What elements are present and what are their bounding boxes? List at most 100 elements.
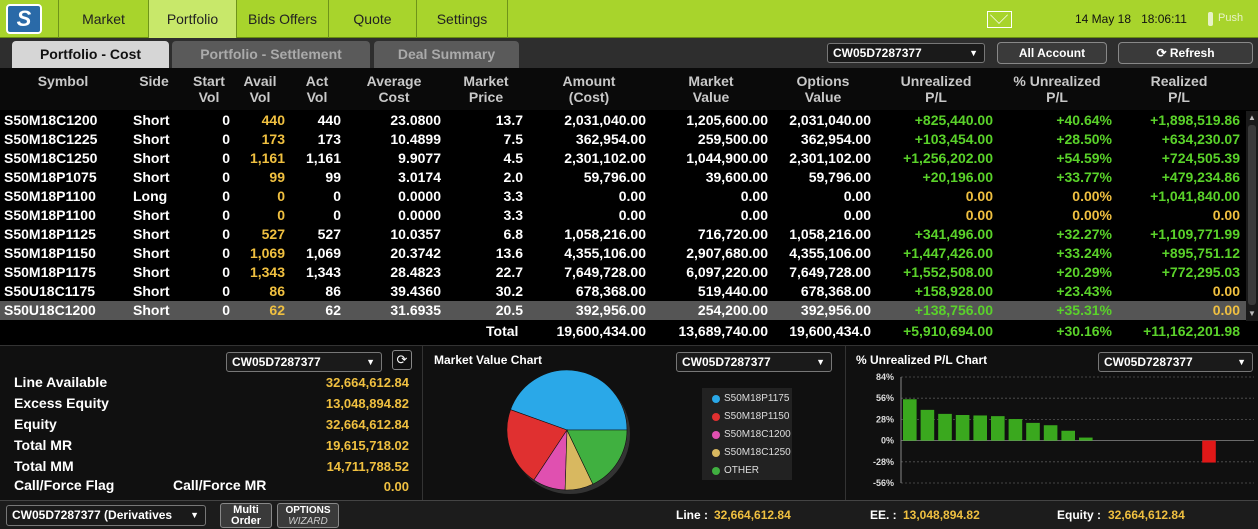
tab-portfolio-cost[interactable]: Portfolio - Cost xyxy=(12,41,169,68)
mv-chart-account-select[interactable]: CW05D7287377 ▼ xyxy=(676,352,832,372)
pl-bar[interactable] xyxy=(903,399,917,441)
all-account-button[interactable]: All Account xyxy=(997,42,1107,64)
pl-bar[interactable] xyxy=(1061,430,1075,441)
column-header[interactable]: Average Cost xyxy=(334,73,454,105)
scrollbar-thumb[interactable] xyxy=(1248,125,1256,305)
pl-bar[interactable] xyxy=(938,413,952,441)
footer-account-select[interactable]: CW05D7287377 (Derivatives ▼ xyxy=(6,505,206,526)
top-nav: S Market Portfolio Bids Offers Quote Set… xyxy=(0,0,1258,38)
column-header[interactable]: Market Price xyxy=(426,73,546,105)
mv-chart-title: Market Value Chart xyxy=(434,353,543,367)
table-cell: S50M18P1100 xyxy=(4,207,96,223)
pl-bar[interactable] xyxy=(973,415,987,441)
table-cell: 0.0000 xyxy=(398,188,441,204)
table-row[interactable]: S50M18C1250 Short 0 1,161 1,161 9.9077 4.5 2,30… xyxy=(0,149,1246,168)
table-cell: Short xyxy=(133,150,170,166)
nav-tab-market[interactable]: Market xyxy=(58,0,148,38)
account-panel-select[interactable]: CW05D7287377 ▼ xyxy=(226,352,382,372)
account-item-value: 19,615,718.02 xyxy=(325,438,409,453)
table-cell: +772,295.03 xyxy=(1161,264,1240,280)
table-cell: 0 xyxy=(222,264,230,280)
account-item-label: Excess Equity xyxy=(14,395,109,411)
table-cell: 0 xyxy=(277,188,285,204)
column-header[interactable]: Avail Vol xyxy=(200,73,320,105)
column-header[interactable]: Realized P/L xyxy=(1119,73,1239,105)
table-cell: 0 xyxy=(222,188,230,204)
column-header[interactable]: Amount (Cost) xyxy=(529,73,649,105)
table-row[interactable]: S50M18P1150 Short 0 1,069 1,069 20.3742 13.6 4,… xyxy=(0,244,1246,263)
nav-tab-portfolio[interactable]: Portfolio xyxy=(148,0,236,38)
account-select[interactable]: CW05D7287377 ▼ xyxy=(827,43,985,63)
pl-bar[interactable] xyxy=(1079,437,1093,441)
table-cell: 0 xyxy=(222,226,230,242)
column-header-line: Vol xyxy=(249,89,271,105)
column-header[interactable]: Side xyxy=(94,73,214,89)
table-cell: 2,031,040.00 xyxy=(564,112,646,128)
table-cell: 20.5 xyxy=(495,302,523,318)
options-wizard-button[interactable]: OPTIONS WIZARD xyxy=(277,503,339,528)
scroll-up-icon[interactable]: ▲ xyxy=(1248,113,1256,122)
pl-bar[interactable] xyxy=(920,409,935,441)
table-cell: 23.0800 xyxy=(390,112,441,128)
table-cell: +20.29% xyxy=(1056,264,1112,280)
total-market-value: 13,689,740.00 xyxy=(678,323,768,339)
table-row[interactable]: S50M18P1100 Long 0 0 0 0.0000 3.3 0.00 0.00 0.00 0… xyxy=(0,187,1246,206)
table-cell: 0 xyxy=(333,207,341,223)
column-header[interactable]: Options Value xyxy=(763,73,883,105)
nav-tab-quote[interactable]: Quote xyxy=(328,0,416,38)
column-header[interactable]: Act Vol xyxy=(257,73,377,105)
table-row[interactable]: S50M18C1200 Short 0 440 440 23.0800 13.7 2,031,… xyxy=(0,111,1246,130)
refresh-button[interactable]: ⟳ Refresh xyxy=(1118,42,1253,64)
table-cell: 2,301,102.00 xyxy=(564,150,646,166)
scroll-down-icon[interactable]: ▼ xyxy=(1248,309,1256,318)
table-row[interactable]: S50M18P1175 Short 0 1,343 1,343 28.4823 22.7 7,… xyxy=(0,263,1246,282)
table-cell: +1,041,840.00 xyxy=(1150,188,1240,204)
nav-tab-settings[interactable]: Settings xyxy=(416,0,508,38)
pl-bar[interactable] xyxy=(955,415,970,441)
table-cell: +28.50% xyxy=(1056,131,1112,147)
column-header[interactable]: Market Value xyxy=(651,73,771,105)
account-refresh-icon[interactable]: ⟳ xyxy=(392,350,412,370)
pl-bar[interactable] xyxy=(1043,425,1058,441)
pl-bar[interactable] xyxy=(1202,440,1216,463)
table-cell: S50M18P1125 xyxy=(4,226,96,242)
nav-tab-bids-offers[interactable]: Bids Offers xyxy=(236,0,328,38)
table-row[interactable]: S50M18C1225 Short 0 173 173 10.4899 7.5 362,954… xyxy=(0,130,1246,149)
column-header[interactable]: Symbol xyxy=(3,73,123,89)
options-wizard-top: OPTIONS xyxy=(285,505,331,516)
mail-icon[interactable] xyxy=(987,11,1012,28)
table-cell: 0 xyxy=(222,283,230,299)
table-cell: 4,355,106.00 xyxy=(789,245,871,261)
table-row[interactable]: S50M18P1075 Short 0 99 99 3.0174 2.0 59,796.00 3… xyxy=(0,168,1246,187)
table-row[interactable]: S50M18P1125 Short 0 527 527 10.0357 6.8 1,058,2… xyxy=(0,225,1246,244)
footer-line-label: Line : xyxy=(676,508,708,522)
table-cell: 0.00 xyxy=(843,207,871,223)
pl-bar[interactable] xyxy=(1026,422,1040,441)
pie-slice[interactable] xyxy=(506,409,568,481)
column-header[interactable]: % Unrealized P/L xyxy=(997,73,1117,105)
pl-bar[interactable] xyxy=(1008,419,1023,441)
table-cell: 678,368.00 xyxy=(800,283,871,299)
column-header[interactable]: Start Vol xyxy=(149,73,269,105)
table-cell: 2.0 xyxy=(503,169,523,185)
column-header-line: Value xyxy=(804,89,842,105)
table-cell: +341,496.00 xyxy=(914,226,993,242)
column-header-line: Price xyxy=(468,89,504,105)
table-cell: 13.7 xyxy=(495,112,523,128)
table-cell: 0 xyxy=(222,245,230,261)
y-tick-label: 56% xyxy=(876,393,894,403)
table-row[interactable]: S50U18C1175 Short 0 86 86 39.4360 30.2 678,368.… xyxy=(0,282,1246,301)
tab-deal-summary[interactable]: Deal Summary xyxy=(374,41,519,68)
pl-bar[interactable] xyxy=(991,416,1005,441)
table-row[interactable]: S50U18C1200 Short 0 62 62 31.6935 20.5 392,956.… xyxy=(0,301,1246,320)
table-scrollbar[interactable]: ▲ ▼ xyxy=(1246,111,1258,321)
push-label[interactable]: Push xyxy=(1218,12,1244,24)
pie-slice[interactable] xyxy=(566,429,628,485)
table-cell: 362,954.00 xyxy=(800,131,871,147)
column-header[interactable]: Unrealized P/L xyxy=(876,73,996,105)
pie-slice[interactable] xyxy=(510,370,628,431)
pl-chart-account-select[interactable]: CW05D7287377 ▼ xyxy=(1098,352,1253,372)
multi-order-button[interactable]: Multi Order xyxy=(220,503,272,528)
tab-portfolio-settlement[interactable]: Portfolio - Settlement xyxy=(172,41,370,68)
table-row[interactable]: S50M18P1100 Short 0 0 0 0.0000 3.3 0.00 0.00 0.00… xyxy=(0,206,1246,225)
